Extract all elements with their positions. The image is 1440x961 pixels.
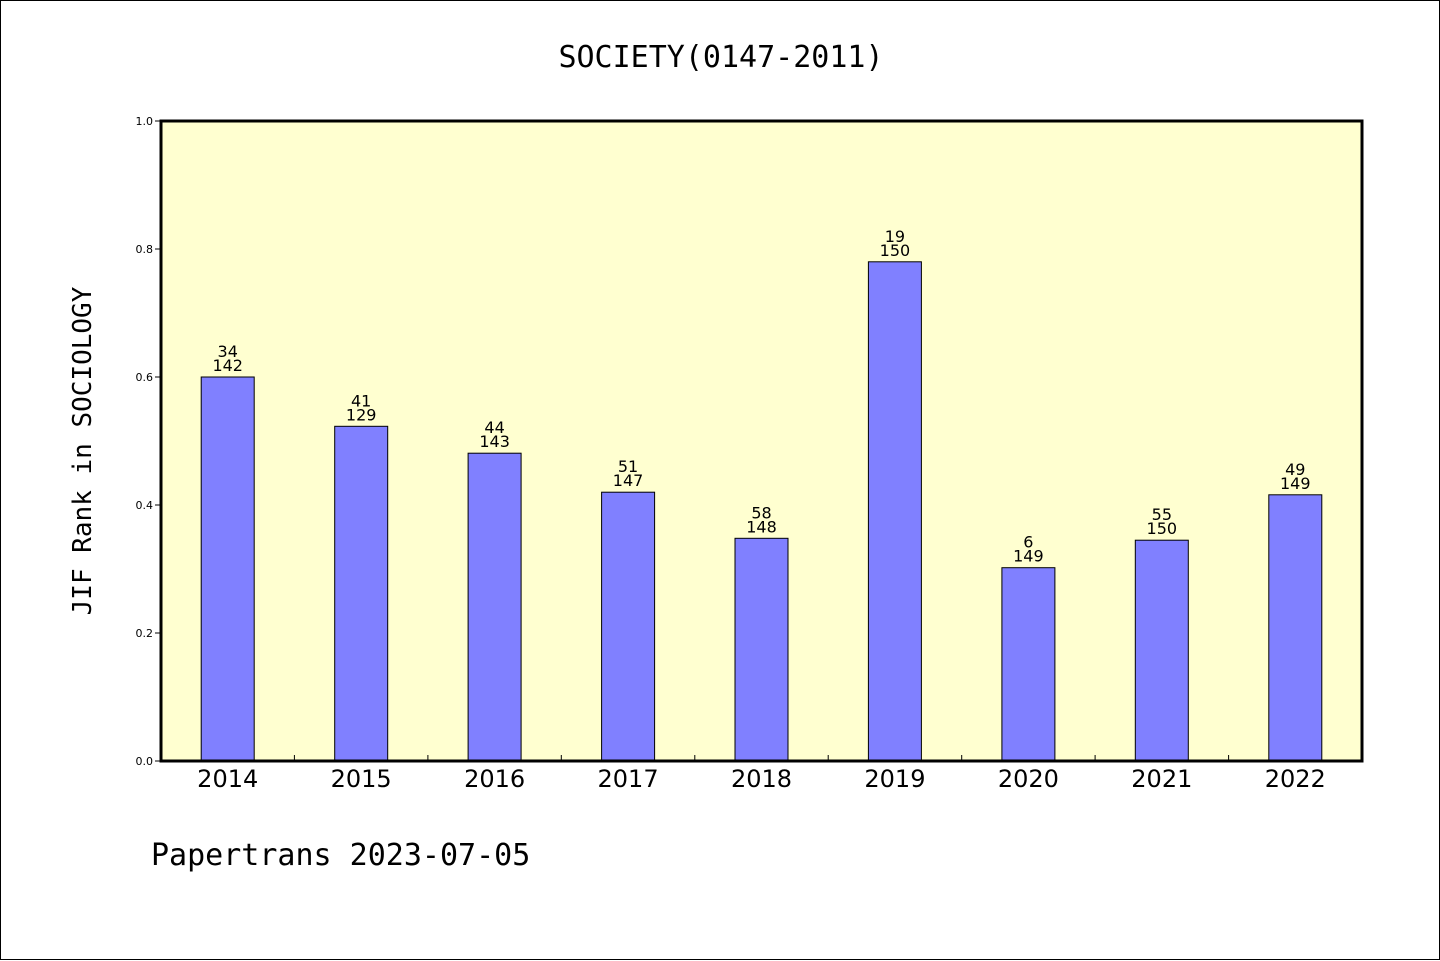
plot-border xyxy=(159,119,1364,763)
x-tick-label: 2021 xyxy=(1131,765,1192,793)
bar-2015 xyxy=(334,425,389,762)
bars-group xyxy=(200,261,1323,762)
y-tick-label: 1.0 xyxy=(136,115,154,128)
bar-label-total: 129 xyxy=(346,405,377,424)
bar-label-rank: 51 xyxy=(618,457,638,476)
x-tick-label: 2019 xyxy=(864,765,925,793)
bar-label-rank: 41 xyxy=(351,391,371,410)
bar-label-rank: 58 xyxy=(751,503,771,522)
bar-label-rank: 19 xyxy=(885,227,905,246)
y-axis-label: JIF Rank in SOCIOLOGY xyxy=(68,286,98,615)
y-tick-label: 0.4 xyxy=(136,499,154,512)
bar-2020 xyxy=(1001,567,1056,762)
x-tick-label: 2014 xyxy=(197,765,258,793)
y-axis-ticks: 0.0 0.2 0.4 0.6 0.8 1.0 xyxy=(136,115,161,768)
bar-label-total: 149 xyxy=(1013,547,1044,566)
footer-text: Papertrans 2023-07-05 xyxy=(151,838,530,873)
bar-2022 xyxy=(1268,494,1323,762)
bar-2016 xyxy=(467,452,522,762)
bar-label-total: 149 xyxy=(1280,474,1311,493)
y-tick-label: 0.8 xyxy=(136,243,154,256)
bar-label-total: 142 xyxy=(212,356,243,375)
x-tick-label: 2022 xyxy=(1265,765,1326,793)
bar-labels-group: 3414241129441435114758148191506149551504… xyxy=(212,227,1310,566)
x-tick-label: 2017 xyxy=(598,765,659,793)
bar-label-total: 143 xyxy=(479,432,510,451)
x-tick-label: 2016 xyxy=(464,765,525,793)
bar-label-rank: 49 xyxy=(1285,460,1305,479)
bar-label-rank: 55 xyxy=(1152,505,1172,524)
bar-label-total: 147 xyxy=(613,471,644,490)
bar-2019 xyxy=(867,261,922,762)
x-tick-label: 2020 xyxy=(998,765,1059,793)
bar-label-rank: 44 xyxy=(484,418,504,437)
bar-2017 xyxy=(601,491,656,762)
x-tick-label: 2015 xyxy=(331,765,392,793)
chart-title: SOCIETY(0147-2011) xyxy=(558,40,883,75)
bar-2021 xyxy=(1134,539,1189,762)
bar-label-rank: 6 xyxy=(1023,533,1033,552)
y-tick-label: 0.6 xyxy=(136,371,154,384)
bar-2018 xyxy=(734,537,789,762)
bar-label-rank: 34 xyxy=(218,342,238,361)
bar-2014 xyxy=(200,376,255,762)
bar-label-total: 150 xyxy=(1147,519,1178,538)
bar-label-total: 150 xyxy=(880,241,911,260)
y-tick-label: 0.2 xyxy=(136,627,154,640)
x-tick-label: 2018 xyxy=(731,765,792,793)
x-axis-ticks: 2014 2015 2016 2017 2018 2019 2020 2021 2022 xyxy=(197,755,1326,793)
y-tick-label: 0.0 xyxy=(136,755,154,768)
bar-label-total: 148 xyxy=(746,517,777,536)
